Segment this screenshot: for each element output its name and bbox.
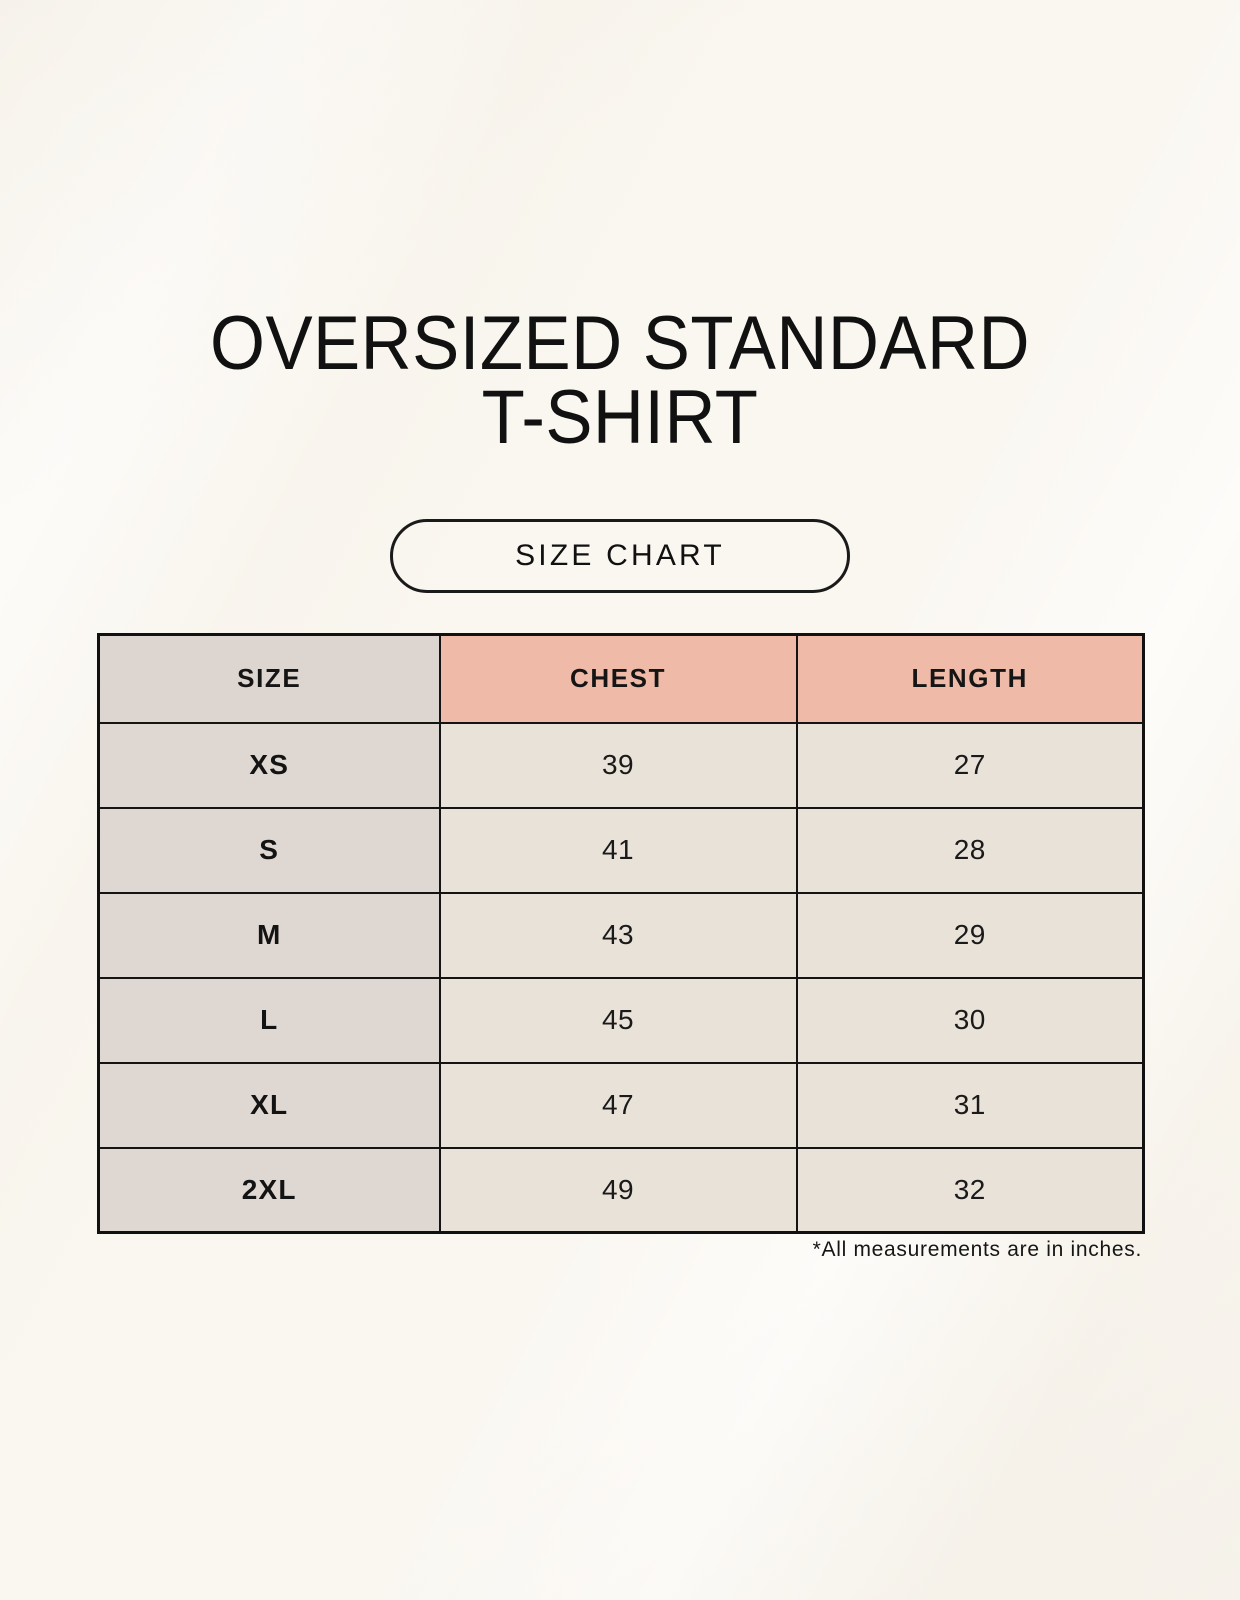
cell-size: XS <box>97 721 441 809</box>
table-row: L 45 30 <box>97 976 1145 1064</box>
cell-chest: 45 <box>438 976 798 1064</box>
cell-size: XL <box>97 1061 441 1149</box>
cell-length: 32 <box>795 1146 1145 1234</box>
size-chart-badge: SIZE CHART <box>390 519 850 593</box>
cell-chest: 49 <box>438 1146 798 1234</box>
column-header-size: SIZE <box>97 633 441 724</box>
cell-length: 30 <box>795 976 1145 1064</box>
size-table: SIZE CHEST LENGTH XS 39 27 S 41 28 M <box>97 633 1145 1234</box>
cell-size: 2XL <box>97 1146 441 1234</box>
column-header-length: LENGTH <box>795 633 1145 724</box>
cell-size: S <box>97 806 441 894</box>
cell-chest: 43 <box>438 891 798 979</box>
cell-size: L <box>97 976 441 1064</box>
table-row: XL 47 31 <box>97 1061 1145 1149</box>
size-chart-badge-container: SIZE CHART <box>0 519 1240 593</box>
table-row: XS 39 27 <box>97 721 1145 809</box>
cell-chest: 39 <box>438 721 798 809</box>
cell-length: 27 <box>795 721 1145 809</box>
size-table-head: SIZE CHEST LENGTH <box>97 633 1145 724</box>
page-title: OVERSIZED STANDARD T-SHIRT <box>0 301 1240 460</box>
size-table-body: XS 39 27 S 41 28 M 43 29 L 45 30 <box>97 721 1145 1234</box>
cell-length: 31 <box>795 1061 1145 1149</box>
cell-chest: 41 <box>438 806 798 894</box>
size-table-container: SIZE CHEST LENGTH XS 39 27 S 41 28 M <box>97 633 1145 1234</box>
table-row: S 41 28 <box>97 806 1145 894</box>
cell-length: 28 <box>795 806 1145 894</box>
cell-length: 29 <box>795 891 1145 979</box>
page-title-line-1: OVERSIZED STANDARD <box>210 301 1030 386</box>
size-chart-badge-label: SIZE CHART <box>515 539 725 572</box>
column-header-chest: CHEST <box>438 633 798 724</box>
table-row: M 43 29 <box>97 891 1145 979</box>
cell-size: M <box>97 891 441 979</box>
table-header-row: SIZE CHEST LENGTH <box>97 633 1145 724</box>
cell-chest: 47 <box>438 1061 798 1149</box>
table-row: 2XL 49 32 <box>97 1146 1145 1234</box>
page-title-line-2: T-SHIRT <box>481 375 759 460</box>
measurements-footnote: *All measurements are in inches. <box>812 1238 1142 1261</box>
